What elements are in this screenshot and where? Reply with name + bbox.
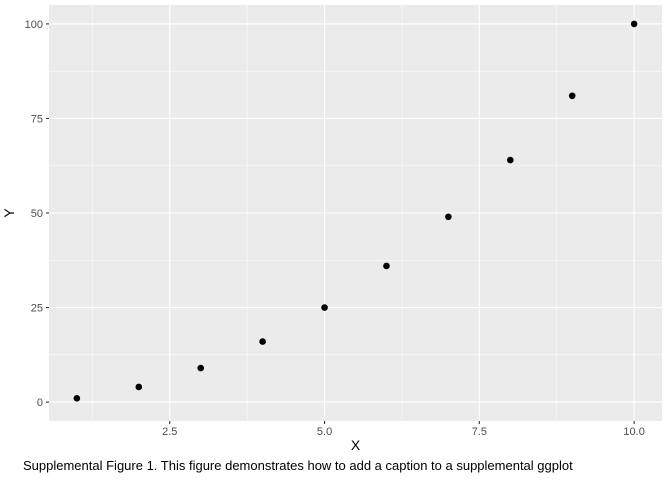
x-tick-label: 2.5	[162, 426, 177, 438]
data-point	[568, 92, 576, 100]
data-point	[321, 304, 328, 311]
axis-ticks: 2.5 5.0 7.5 10.0 0 25 50 75 100	[25, 19, 645, 438]
x-tick-label: 7.5	[472, 426, 487, 438]
data-point	[383, 262, 390, 270]
data-point	[197, 364, 205, 372]
x-tick-label: 10.0	[623, 426, 644, 438]
data-point	[73, 395, 81, 402]
data-points	[73, 20, 638, 402]
x-axis-title: X	[351, 437, 361, 453]
y-tick-label: 25	[31, 303, 43, 315]
x-tick-label: 5.0	[317, 426, 332, 438]
y-tick-label: 100	[25, 19, 43, 31]
data-point	[445, 213, 452, 221]
y-tick-label: 50	[31, 208, 43, 220]
data-point	[506, 156, 514, 164]
data-point	[259, 338, 266, 345]
data-point	[630, 20, 638, 28]
figure-caption: Supplemental Figure 1. This figure demon…	[23, 458, 573, 473]
data-point	[135, 383, 143, 391]
grid-lines	[49, 5, 662, 421]
y-tick-label: 0	[37, 397, 43, 409]
y-tick-label: 75	[31, 113, 43, 125]
y-axis-title: Y	[1, 208, 17, 218]
